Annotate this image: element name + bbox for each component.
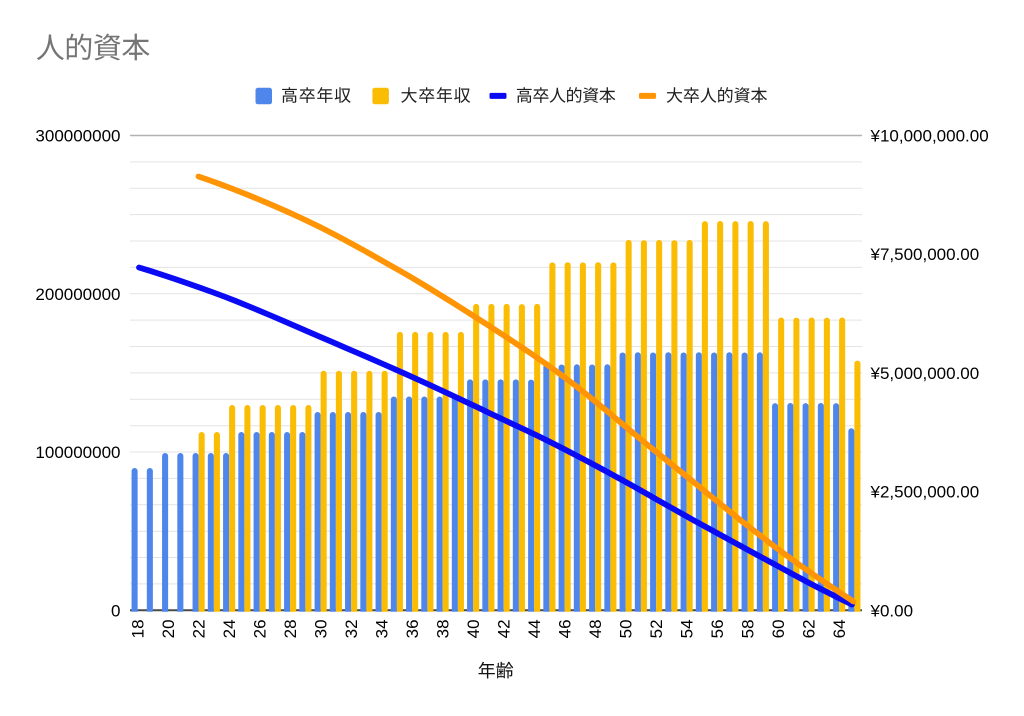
svg-text:60: 60 — [769, 619, 788, 638]
svg-text:200000000: 200000000 — [35, 285, 120, 304]
svg-text:0: 0 — [111, 601, 120, 620]
svg-text:¥2,500,000.00: ¥2,500,000.00 — [870, 483, 980, 502]
svg-text:64: 64 — [830, 619, 849, 638]
svg-text:¥7,500,000.00: ¥7,500,000.00 — [870, 245, 980, 264]
svg-text:54: 54 — [678, 619, 697, 638]
svg-text:48: 48 — [586, 619, 605, 638]
svg-text:¥0.00: ¥0.00 — [870, 601, 914, 620]
svg-text:24: 24 — [220, 619, 239, 638]
svg-text:34: 34 — [373, 619, 392, 638]
svg-text:62: 62 — [800, 619, 819, 638]
svg-text:26: 26 — [251, 619, 270, 638]
svg-text:18: 18 — [129, 619, 148, 638]
svg-text:¥5,000,000.00: ¥5,000,000.00 — [870, 364, 980, 383]
svg-text:36: 36 — [403, 619, 422, 638]
svg-text:52: 52 — [647, 619, 666, 638]
svg-text:50: 50 — [617, 619, 636, 638]
svg-text:44: 44 — [525, 619, 544, 638]
svg-text:58: 58 — [739, 619, 758, 638]
svg-text:42: 42 — [495, 619, 514, 638]
svg-text:22: 22 — [190, 619, 209, 638]
svg-text:32: 32 — [342, 619, 361, 638]
svg-text:46: 46 — [556, 619, 575, 638]
svg-text:20: 20 — [159, 619, 178, 638]
svg-text:38: 38 — [434, 619, 453, 638]
svg-text:40: 40 — [464, 619, 483, 638]
svg-text:¥10,000,000.00: ¥10,000,000.00 — [870, 127, 989, 146]
svg-text:56: 56 — [708, 619, 727, 638]
svg-text:30: 30 — [312, 619, 331, 638]
svg-text:300000000: 300000000 — [35, 127, 120, 146]
svg-text:28: 28 — [281, 619, 300, 638]
svg-text:100000000: 100000000 — [35, 443, 120, 462]
